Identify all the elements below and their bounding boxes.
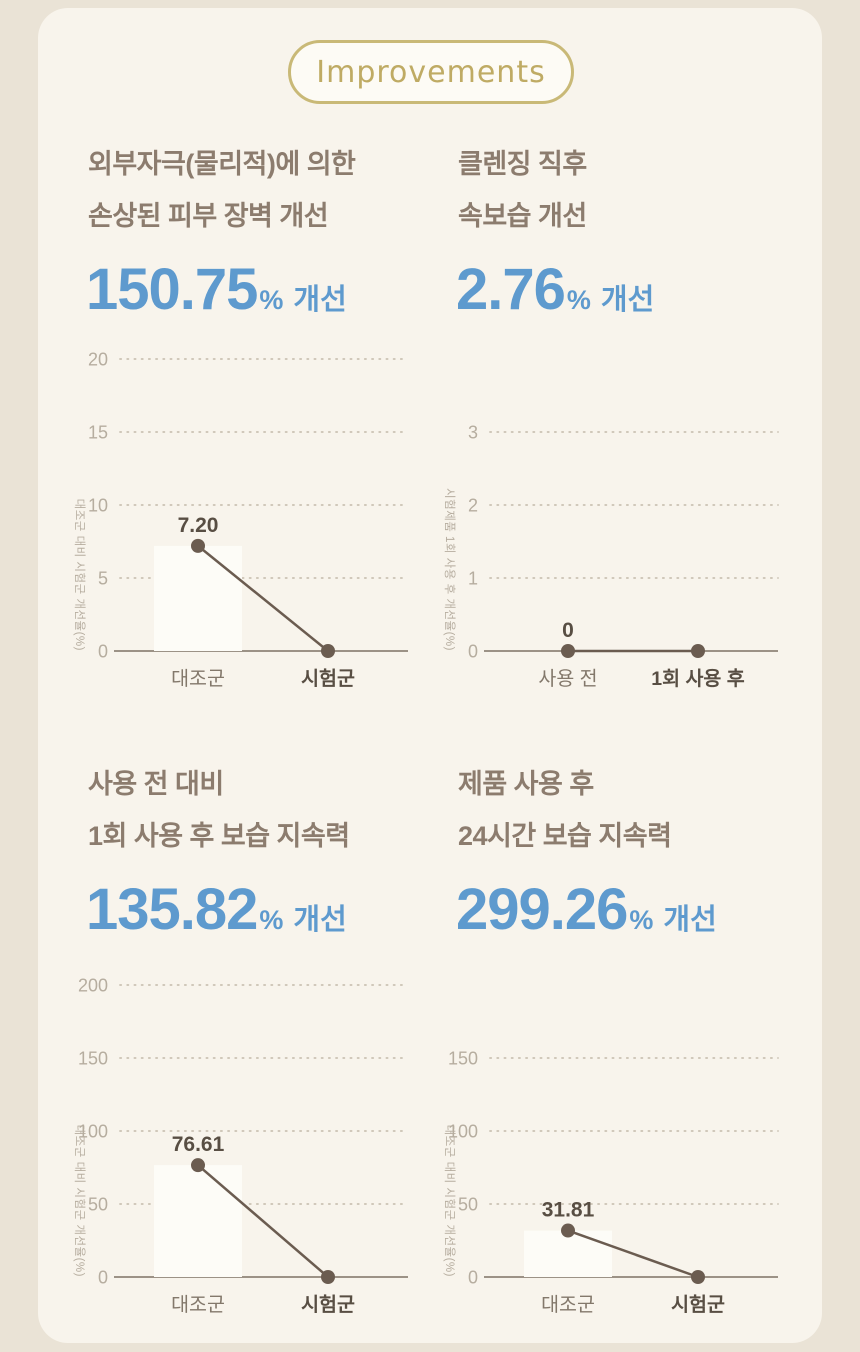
stat-suffix: 개선 xyxy=(600,284,655,316)
title-line: 24시간 보습 지속력 xyxy=(458,821,672,851)
y-axis-title: 시험제품 1회 사용 후 개선율(%) xyxy=(443,488,456,651)
improvement-chart-moisture-retention-24h: 0 50 100 150 대조군 대비 시험군 개선율(%) 31.81 대조군 시험군 xyxy=(443,1049,779,1316)
stat-skin-barrier: 150.75 % 개선 xyxy=(86,256,347,323)
data-point-dot xyxy=(691,644,705,658)
series-line xyxy=(567,1229,699,1279)
title-line: 클렌징 직후 xyxy=(458,149,587,179)
y-tick-label: 15 xyxy=(88,423,108,443)
y-tick-label: 20 xyxy=(88,350,108,370)
category-label: 사용 전 xyxy=(538,668,597,690)
y-tick-label: 10 xyxy=(88,496,108,516)
data-point-label: 0 xyxy=(562,619,574,642)
category-label: 1회 사용 후 xyxy=(651,668,745,690)
stat-unit: % xyxy=(259,905,284,935)
stat-value: 135.82 xyxy=(86,877,258,942)
bar xyxy=(524,1230,612,1277)
bar xyxy=(154,1165,242,1277)
category-label: 대조군 xyxy=(541,1294,595,1316)
category-label: 시험군 xyxy=(301,1294,355,1316)
data-point-label: 76.61 xyxy=(172,1133,225,1156)
y-tick-label: 0 xyxy=(468,1268,478,1288)
y-tick-label: 2 xyxy=(468,496,478,516)
category-label: 시험군 xyxy=(671,1294,725,1316)
section-title-moisture-retention-24h: 제품 사용 후 24시간 보습 지속력 xyxy=(458,758,828,862)
improvements-badge: Improvements xyxy=(288,40,574,104)
stat-value: 299.26 xyxy=(456,877,628,942)
stat-unit: % xyxy=(629,905,654,935)
y-tick-label: 200 xyxy=(78,976,108,996)
stat-suffix: 개선 xyxy=(663,904,717,936)
section-title-moisture-retention-single: 사용 전 대비 1회 사용 후 보습 지속력 xyxy=(88,758,458,862)
section-title-inner-moisture: 클렌징 직후 속보습 개선 xyxy=(458,138,828,242)
category-label: 대조군 xyxy=(171,668,225,690)
title-line: 외부자극(물리적)에 의한 xyxy=(88,149,356,179)
y-axis-title: 대조군 대비 시험군 개선율(%) xyxy=(443,1125,456,1277)
improvement-chart-skin-barrier: 0 5 10 15 20 대조군 대비 시험군 개선율(%) 7.20 대조군 시험군 xyxy=(73,350,409,690)
stat-value: 150.75 xyxy=(86,257,258,322)
stat-suffix: 개선 xyxy=(293,284,347,316)
badge-label: Improvements xyxy=(316,54,546,90)
stat-value: 2.76 xyxy=(456,257,566,322)
series-line xyxy=(197,544,329,652)
data-point-dot xyxy=(191,538,205,553)
improvement-chart-inner-moisture: 0 1 2 3 시험제품 1회 사용 후 개선율(%) 0 사용 전 1회 사용 후 xyxy=(443,423,779,690)
title-line: 속보습 개선 xyxy=(458,201,587,231)
improvement-chart-moisture-retention-single: 0 50 100 150 200 대조군 대비 시험군 개선율(%) 76.61 대조군 시험군 xyxy=(73,976,409,1316)
y-axis-title: 대조군 대비 시험군 개선율(%) xyxy=(73,1125,86,1277)
title-line: 손상된 피부 장벽 개선 xyxy=(88,201,329,231)
y-tick-label: 0 xyxy=(98,642,108,662)
data-point-label: 7.20 xyxy=(178,514,219,537)
category-label: 대조군 xyxy=(171,1294,225,1316)
bar xyxy=(154,545,242,651)
content-card xyxy=(38,8,822,1343)
y-tick-label: 100 xyxy=(448,1122,478,1142)
stat-moisture-retention-single: 135.82 % 개선 xyxy=(86,876,347,943)
y-tick-label: 3 xyxy=(468,423,478,443)
data-point-dot xyxy=(321,644,335,658)
stat-unit: % xyxy=(566,285,591,315)
series-line xyxy=(197,1164,329,1278)
y-tick-label: 5 xyxy=(98,569,108,589)
y-tick-label: 0 xyxy=(468,642,478,662)
data-point-dot xyxy=(691,1270,705,1284)
stat-unit: % xyxy=(259,285,284,315)
title-line: 사용 전 대비 xyxy=(88,769,224,799)
y-tick-label: 150 xyxy=(78,1049,108,1069)
stat-suffix: 개선 xyxy=(293,904,347,936)
y-tick-label: 1 xyxy=(468,569,478,589)
y-tick-label: 50 xyxy=(458,1195,478,1215)
data-point-dot xyxy=(561,1223,575,1238)
y-tick-label: 100 xyxy=(78,1122,108,1142)
data-point-dot xyxy=(191,1158,205,1173)
section-title-skin-barrier: 외부자극(물리적)에 의한 손상된 피부 장벽 개선 xyxy=(88,138,458,242)
data-point-dot xyxy=(561,644,575,658)
y-tick-label: 0 xyxy=(98,1268,108,1288)
y-tick-label: 50 xyxy=(88,1195,108,1215)
stat-moisture-retention-24h: 299.26 % 개선 xyxy=(456,876,717,943)
stat-inner-moisture: 2.76 % 개선 xyxy=(456,256,654,323)
y-tick-label: 150 xyxy=(448,1049,478,1069)
data-point-label: 31.81 xyxy=(542,1199,595,1222)
title-line: 1회 사용 후 보습 지속력 xyxy=(88,821,350,851)
y-axis-title: 대조군 대비 시험군 개선율(%) xyxy=(73,499,86,651)
data-point-dot xyxy=(321,1270,335,1284)
category-label: 시험군 xyxy=(301,668,355,690)
title-line: 제품 사용 후 xyxy=(458,769,594,799)
